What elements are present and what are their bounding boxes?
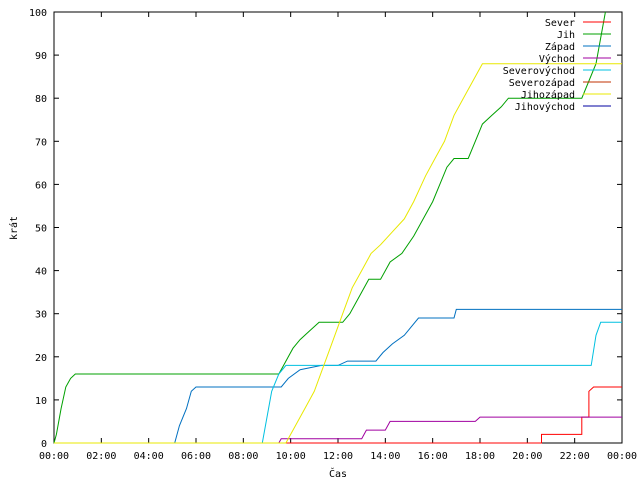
y-tick-label: 30: [35, 310, 47, 321]
legend-label: Jih: [557, 30, 575, 41]
y-tick-label: 20: [35, 353, 47, 364]
legend-label: Severozápad: [509, 77, 575, 89]
y-tick-label: 0: [41, 439, 47, 450]
legend-label: Severovýchod: [503, 65, 575, 77]
y-axis-label: krát: [8, 216, 20, 240]
x-tick-label: 02:00: [86, 451, 116, 462]
series-line-5: [54, 321, 622, 444]
x-tick-label: 10:00: [276, 451, 306, 462]
series-line-2: [53, 11, 606, 444]
legend-label: Jihovýchod: [515, 101, 575, 113]
legend-label: Západ: [545, 41, 575, 53]
x-tick-label: 14:00: [370, 451, 400, 462]
series-line-4: [54, 416, 622, 444]
y-tick-label: 70: [35, 137, 47, 148]
legend-label: Jihozápad: [521, 89, 575, 101]
series-line-7: [54, 63, 622, 444]
y-tick-label: 100: [29, 8, 47, 19]
x-tick-label: 00:00: [607, 451, 637, 462]
y-tick-label: 50: [35, 224, 47, 235]
y-tick-label: 80: [35, 94, 47, 105]
series-line-3: [54, 308, 622, 444]
series-layer: [53, 11, 622, 444]
legend: SeverJihZápadVýchodSeverovýchodSeverozáp…: [503, 18, 611, 113]
x-tick-label: 22:00: [560, 451, 590, 462]
y-tick-label: 40: [35, 267, 47, 278]
x-tick-label: 18:00: [465, 451, 495, 462]
x-tick-label: 16:00: [418, 451, 448, 462]
axis-ticks: 0 10 20 30 40 50 60 70 80 90 100 00:00 02:00 04:00 06:…: [29, 8, 637, 462]
x-tick-label: 20:00: [512, 451, 542, 462]
y-tick-label: 60: [35, 180, 47, 191]
legend-label: Východ: [539, 53, 575, 65]
x-tick-label: 12:00: [323, 451, 353, 462]
x-axis-label: Čas: [329, 467, 347, 480]
y-tick-label: 10: [35, 396, 47, 407]
x-tick-label: 04:00: [134, 451, 164, 462]
x-tick-label: 00:00: [39, 451, 69, 462]
legend-label: Sever: [545, 18, 575, 29]
series-line-1: [54, 386, 622, 444]
x-tick-label: 06:00: [181, 451, 211, 462]
y-tick-label: 90: [35, 51, 47, 62]
x-tick-label: 08:00: [228, 451, 258, 462]
